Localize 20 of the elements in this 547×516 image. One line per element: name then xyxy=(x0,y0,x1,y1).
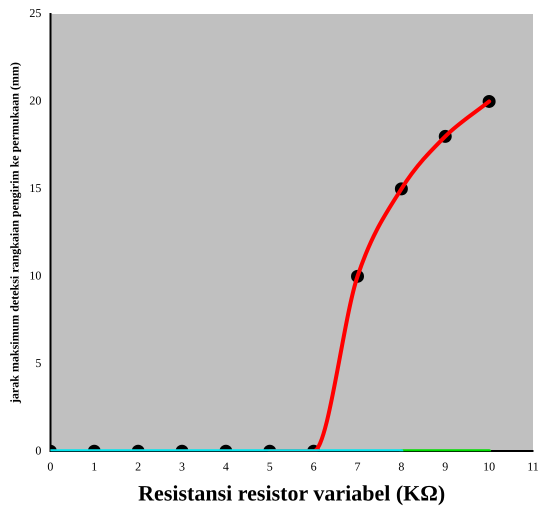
x-tick-label: 11 xyxy=(527,460,539,474)
x-tick-label: 5 xyxy=(266,460,273,474)
y-tick-label: 25 xyxy=(29,6,42,20)
x-tick-label: 8 xyxy=(398,460,404,474)
x-tick-label: 2 xyxy=(135,460,142,474)
x-tick-label: 7 xyxy=(354,460,361,474)
x-tick-label: 0 xyxy=(47,460,54,474)
y-tick-label: 10 xyxy=(29,268,42,282)
y-tick-label: 5 xyxy=(35,356,42,370)
x-tick-label: 1 xyxy=(91,460,98,474)
y-tick-label: 20 xyxy=(29,94,42,108)
x-axis-title: Resistansi resistor variabel (KΩ) xyxy=(138,480,446,506)
y-tick-label: 15 xyxy=(29,181,42,196)
y-axis-title: jarak maksimum deteksi rangkaian pengirim ke permukaan (mm) xyxy=(7,62,22,404)
x-tick-label: 10 xyxy=(483,460,496,474)
x-tick-label: 6 xyxy=(310,460,317,474)
x-tick-label: 4 xyxy=(222,460,229,474)
x-tick-label: 9 xyxy=(442,460,448,474)
x-tick-label: 3 xyxy=(179,460,186,474)
y-tick-label: 0 xyxy=(35,443,42,458)
